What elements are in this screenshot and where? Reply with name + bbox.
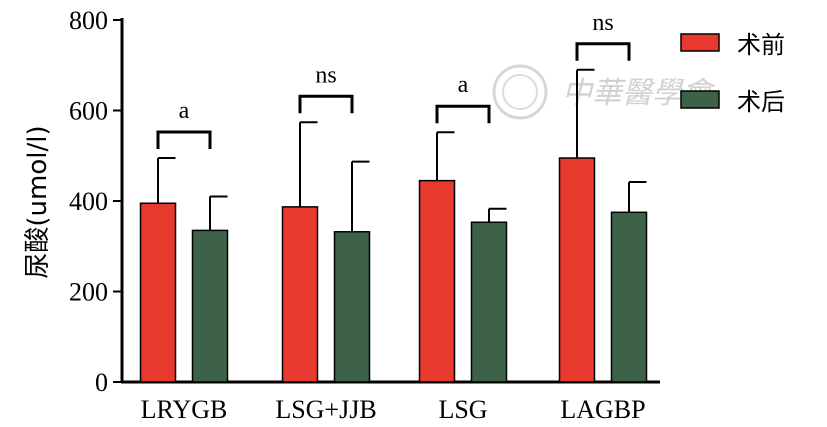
bar	[558, 157, 596, 383]
x-tick-label: LSG	[438, 395, 487, 424]
watermark-seal	[492, 64, 548, 120]
bar	[191, 229, 229, 383]
plot-area: 0 200 400 600 800 LRYGB a LSG+JJB ns LSG a LAGBP ns	[69, 6, 660, 424]
bar	[281, 206, 319, 383]
significance-label: a	[458, 72, 469, 98]
legend-label: 术后	[737, 88, 785, 116]
x-tick-label: LSG+JJB	[275, 395, 376, 424]
y-tick-label: 800	[69, 6, 108, 35]
bar	[418, 179, 456, 383]
legend-swatch	[680, 33, 720, 52]
watermark-seal-inner	[502, 74, 538, 110]
legend-swatch	[680, 90, 720, 109]
bar	[333, 231, 371, 383]
bar	[139, 202, 177, 383]
significance-label: ns	[315, 62, 336, 88]
y-axis-title: 尿酸(umol/l)	[23, 125, 53, 278]
significance-bracket	[298, 94, 354, 114]
significance-label: a	[179, 98, 190, 124]
significance-label: ns	[592, 10, 613, 36]
significance-bracket	[156, 130, 212, 150]
y-tick-label: 600	[69, 97, 108, 126]
bar	[470, 221, 508, 383]
x-tick-label: LAGBP	[560, 395, 645, 424]
significance-bracket	[575, 42, 631, 61]
y-tick-label: 0	[95, 368, 108, 397]
bar	[610, 211, 648, 383]
legend-label: 术前	[737, 31, 785, 59]
y-tick-label: 400	[69, 187, 108, 216]
significance-bracket	[435, 104, 491, 124]
x-tick-label: LRYGB	[141, 395, 228, 424]
y-tick-label: 200	[69, 278, 108, 307]
